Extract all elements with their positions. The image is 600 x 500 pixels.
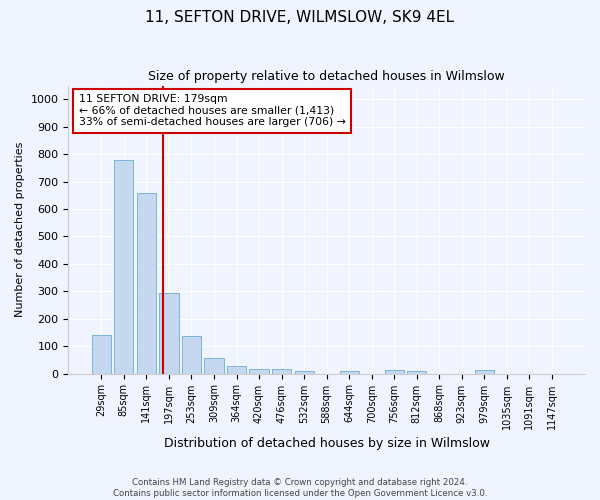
Bar <box>227 366 246 374</box>
Bar <box>114 160 133 374</box>
Text: 11, SEFTON DRIVE, WILMSLOW, SK9 4EL: 11, SEFTON DRIVE, WILMSLOW, SK9 4EL <box>145 10 455 25</box>
Bar <box>137 192 156 374</box>
Text: 11 SEFTON DRIVE: 179sqm
← 66% of detached houses are smaller (1,413)
33% of semi: 11 SEFTON DRIVE: 179sqm ← 66% of detache… <box>79 94 346 128</box>
Bar <box>92 335 111 374</box>
Text: Contains HM Land Registry data © Crown copyright and database right 2024.
Contai: Contains HM Land Registry data © Crown c… <box>113 478 487 498</box>
Bar <box>250 368 269 374</box>
X-axis label: Distribution of detached houses by size in Wilmslow: Distribution of detached houses by size … <box>164 437 490 450</box>
Bar <box>407 372 427 374</box>
Title: Size of property relative to detached houses in Wilmslow: Size of property relative to detached ho… <box>148 70 505 83</box>
Y-axis label: Number of detached properties: Number of detached properties <box>15 142 25 318</box>
Bar <box>475 370 494 374</box>
Bar <box>205 358 224 374</box>
Bar <box>182 336 201 374</box>
Bar <box>272 370 291 374</box>
Bar <box>160 292 179 374</box>
Bar <box>340 371 359 374</box>
Bar <box>295 372 314 374</box>
Bar <box>385 370 404 374</box>
